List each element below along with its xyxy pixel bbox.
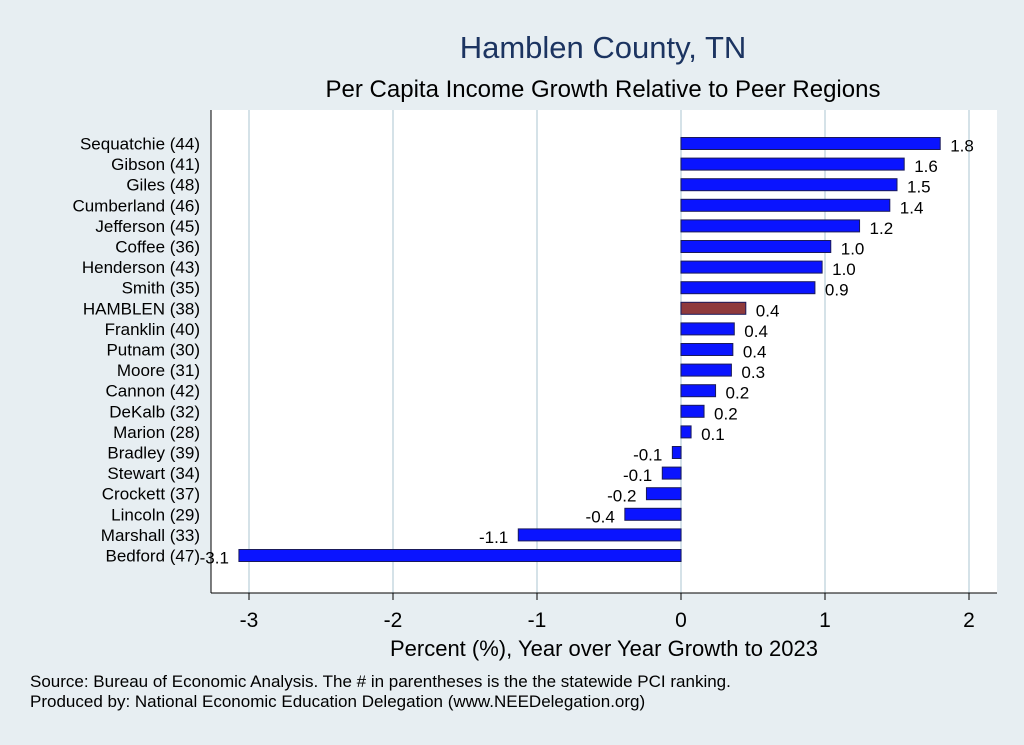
- data-label: 0.4: [744, 322, 768, 341]
- category-label: Bedford (47): [106, 547, 201, 566]
- data-labels: 1.81.61.51.41.21.01.00.90.40.40.40.30.20…: [200, 137, 974, 568]
- bar-highlight: [680, 301, 747, 315]
- bar: [680, 198, 891, 212]
- x-tick-label: -3: [240, 609, 259, 632]
- category-label: Marion (28): [113, 423, 200, 442]
- category-label: Gibson (41): [111, 155, 200, 174]
- data-label: 1.4: [900, 198, 924, 217]
- data-label: 0.2: [714, 404, 738, 423]
- data-label: 1.0: [832, 260, 856, 279]
- category-label: Putnam (30): [106, 341, 200, 360]
- bar: [645, 487, 682, 501]
- data-label: 0.4: [756, 301, 780, 320]
- data-label: 1.8: [950, 137, 974, 156]
- category-label: Henderson (43): [82, 258, 200, 277]
- bar: [680, 363, 732, 377]
- bar: [517, 528, 682, 542]
- bar: [680, 137, 941, 150]
- bar: [680, 240, 832, 253]
- data-label: 1.2: [870, 219, 894, 238]
- category-label: HAMBLEN (38): [83, 299, 200, 318]
- data-label: -1.1: [479, 528, 508, 547]
- category-label: Cumberland (46): [72, 196, 200, 215]
- data-label: -3.1: [200, 549, 229, 568]
- category-labels: Sequatchie (44)Gibson (41) Giles (48)Cumb…: [72, 135, 200, 566]
- x-tick-label: -2: [384, 609, 403, 632]
- data-label: 1.0: [841, 240, 865, 259]
- bar: [680, 260, 823, 274]
- category-label: Giles (48): [126, 176, 200, 195]
- x-tick-label: 1: [819, 609, 831, 632]
- category-label: Lincoln (29): [111, 505, 200, 524]
- bar: [671, 446, 682, 459]
- x-tick-label: -1: [528, 609, 547, 632]
- chart-title: Hamblen County, TN: [460, 30, 747, 65]
- data-label: 1.5: [907, 178, 931, 197]
- category-label: Coffee (36): [115, 238, 200, 257]
- bar: [680, 178, 898, 192]
- data-label: -0.2: [607, 487, 636, 506]
- bar: [680, 219, 861, 233]
- x-axis-label: Percent (%), Year over Year Growth to 20…: [390, 636, 818, 661]
- bar: [624, 507, 682, 521]
- bar: [661, 466, 682, 480]
- bar: [238, 549, 682, 562]
- data-label: -0.4: [586, 507, 615, 526]
- bar: [680, 404, 705, 418]
- data-label: 0.4: [743, 343, 767, 362]
- bar: [680, 322, 735, 336]
- category-label: Jefferson (45): [95, 217, 200, 236]
- producer-note: Produced by: National Economic Education…: [30, 692, 646, 711]
- category-label: Sequatchie (44): [80, 135, 200, 154]
- category-label: Moore (31): [117, 361, 200, 380]
- bar: [680, 343, 734, 356]
- x-tick-label: 0: [675, 609, 687, 632]
- data-label: 1.6: [914, 157, 938, 176]
- data-label: -0.1: [633, 446, 662, 465]
- category-label: Stewart (34): [107, 464, 200, 483]
- category-label: Bradley (39): [107, 444, 200, 463]
- category-label: Marshall (33): [101, 526, 200, 545]
- category-label: DeKalb (32): [109, 402, 200, 421]
- bar: [680, 425, 692, 439]
- bar: [680, 157, 905, 171]
- x-axis-ticks: -3 -2 -1 0 1 2: [240, 593, 975, 632]
- category-label: Crockett (37): [102, 485, 200, 504]
- chart-subtitle: Per Capita Income Growth Relative to Pee…: [326, 76, 881, 103]
- data-label: 0.3: [741, 363, 765, 382]
- source-note: Source: Bureau of Economic Analysis. The…: [30, 672, 731, 691]
- category-label: Cannon (42): [105, 382, 200, 401]
- category-label: Smith (35): [122, 279, 200, 298]
- x-tick-label: 2: [963, 609, 975, 632]
- data-label: 0.9: [825, 281, 849, 300]
- bar-group: [238, 137, 941, 562]
- data-label: -0.1: [623, 466, 652, 485]
- bar: [680, 281, 816, 295]
- bar: [680, 384, 717, 398]
- data-label: 0.1: [701, 425, 725, 444]
- data-label: 0.2: [726, 384, 750, 403]
- category-label: Franklin (40): [105, 320, 200, 339]
